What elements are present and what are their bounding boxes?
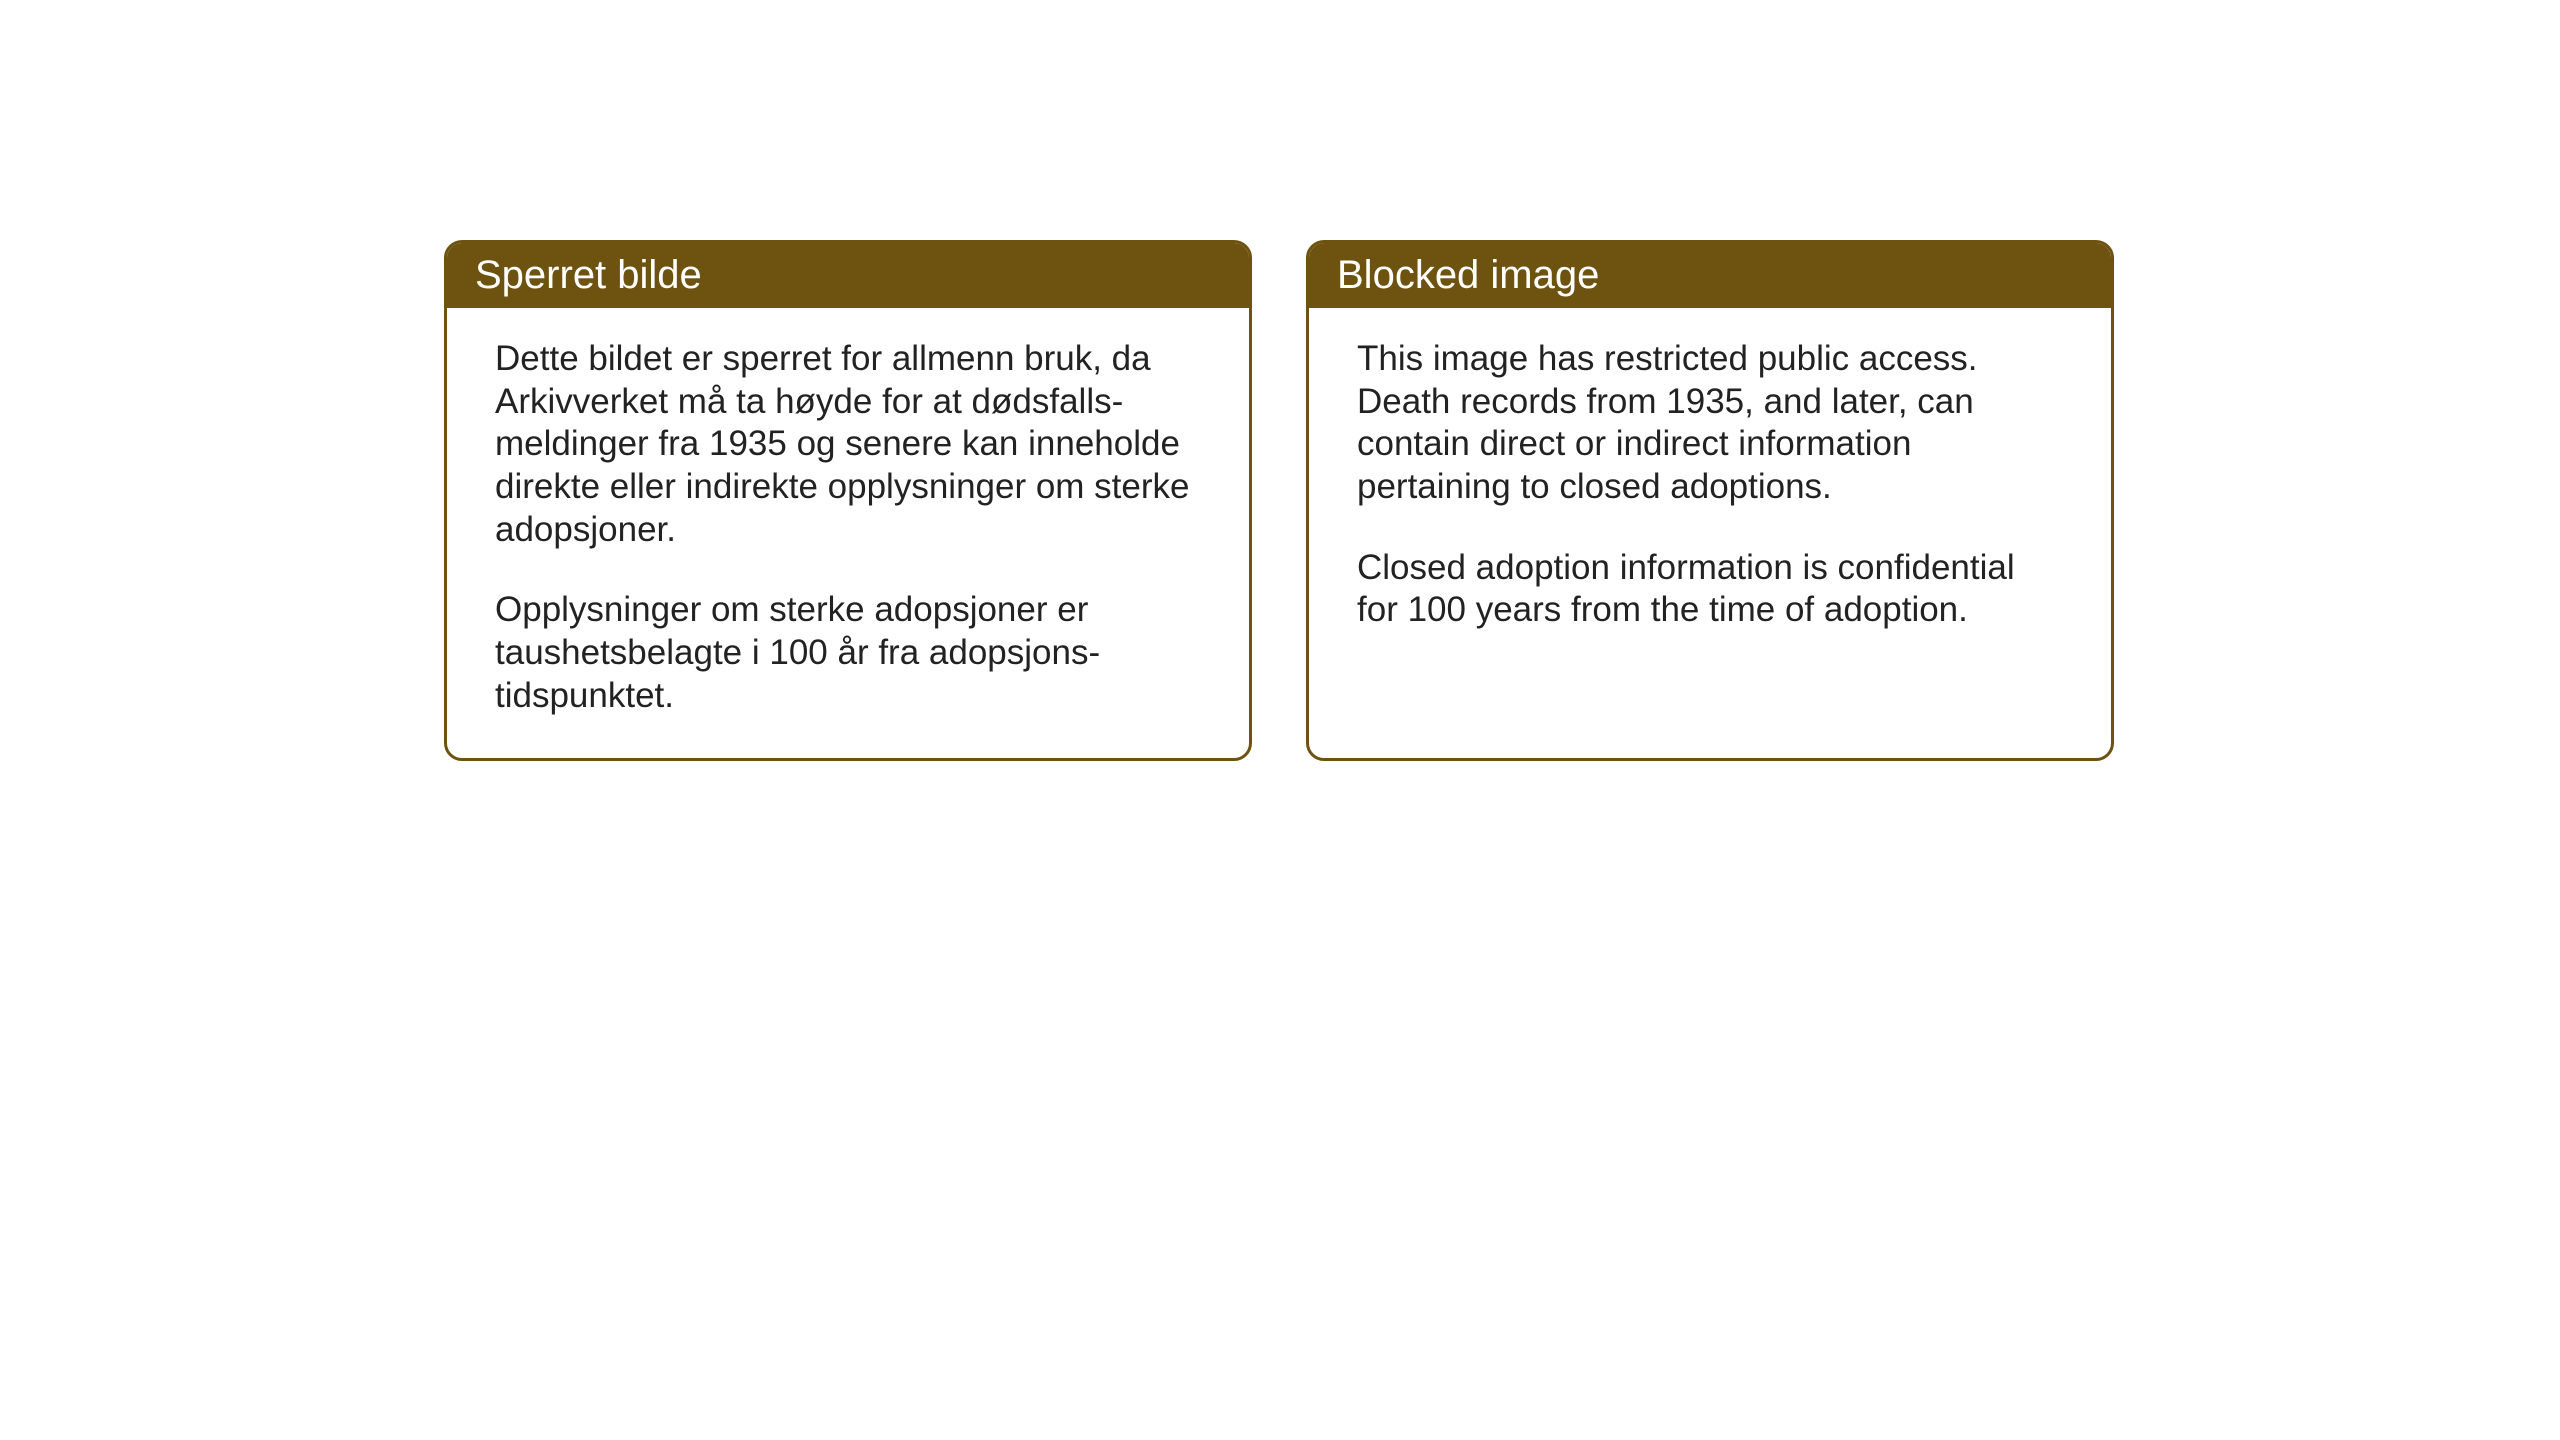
english-notice-card: Blocked image This image has restricted …	[1306, 240, 2114, 761]
norwegian-notice-card: Sperret bilde Dette bildet er sperret fo…	[444, 240, 1252, 761]
norwegian-card-body: Dette bildet er sperret for allmenn bruk…	[447, 308, 1249, 758]
english-card-title: Blocked image	[1309, 243, 2111, 308]
english-card-body: This image has restricted public access.…	[1309, 308, 2111, 708]
notice-container: Sperret bilde Dette bildet er sperret fo…	[444, 240, 2114, 761]
english-paragraph-2: Closed adoption information is confident…	[1357, 547, 2063, 632]
norwegian-paragraph-2: Opplysninger om sterke adopsjoner er tau…	[495, 589, 1201, 717]
norwegian-paragraph-1: Dette bildet er sperret for allmenn bruk…	[495, 338, 1201, 551]
norwegian-card-title: Sperret bilde	[447, 243, 1249, 308]
english-paragraph-1: This image has restricted public access.…	[1357, 338, 2063, 509]
